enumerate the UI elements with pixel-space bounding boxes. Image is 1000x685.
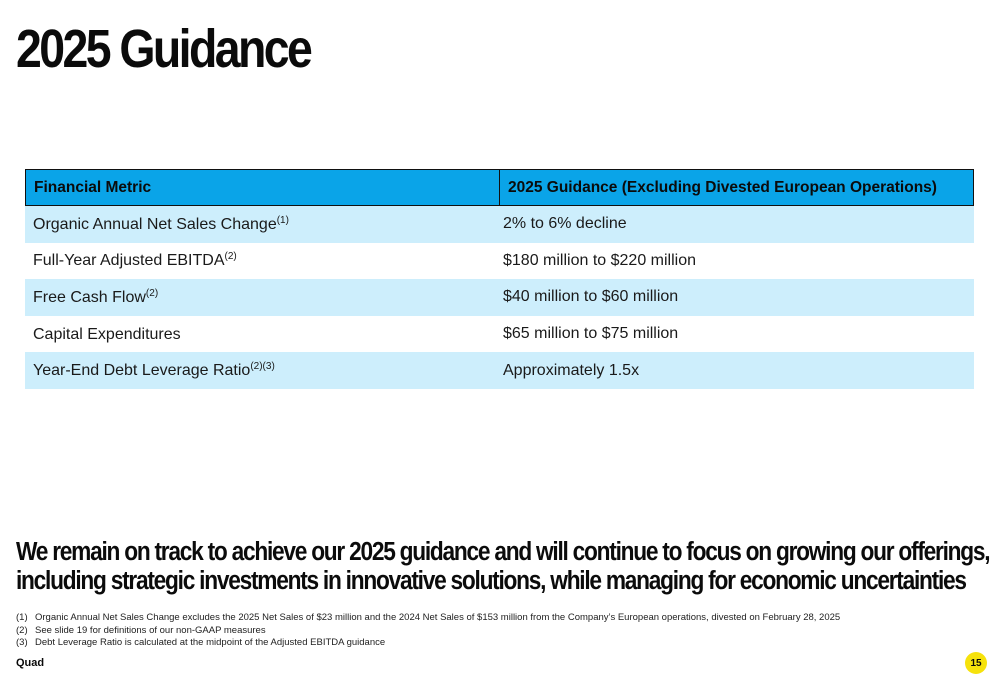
table-row: Free Cash Flow(2) $40 million to $60 mil… [25, 279, 974, 316]
table-row: Organic Annual Net Sales Change(1) 2% to… [25, 206, 974, 243]
header-financial-metric: Financial Metric [26, 170, 500, 205]
footnote-text: Organic Annual Net Sales Change excludes… [35, 612, 841, 623]
footnote: (2) See slide 19 for definitions of our n… [16, 625, 840, 638]
guidance-table: Financial Metric 2025 Guidance (Excludin… [25, 169, 974, 389]
metric-cell: Organic Annual Net Sales Change(1) [25, 215, 501, 234]
table-row: Year-End Debt Leverage Ratio(2)(3) Appro… [25, 352, 974, 389]
footnotes: (1) Organic Annual Net Sales Change exclu… [16, 612, 840, 650]
footnote-number: (3) [16, 637, 28, 648]
footnote: (1) Organic Annual Net Sales Change exclu… [16, 612, 840, 625]
page-title: 2025 Guidance [16, 19, 313, 79]
metric-label: Capital Expenditures [33, 325, 181, 343]
metric-label: Full-Year Adjusted EBITDA [33, 252, 225, 270]
guidance-value: 2% to 6% decline [503, 215, 627, 233]
guidance-value: $40 million to $60 million [503, 288, 679, 306]
key-message-line: including strategic investments in innov… [16, 567, 967, 595]
page-number-badge: 15 [965, 652, 987, 674]
table-row: Full-Year Adjusted EBITDA(2) $180 millio… [25, 243, 974, 280]
footnote-ref: (2) [145, 287, 159, 299]
brand-logo: Quad [16, 657, 45, 669]
metric-cell: Year-End Debt Leverage Ratio(2)(3) [25, 361, 501, 380]
key-message: We remain on track to achieve our 2025 g… [16, 538, 991, 596]
footnote-text: See slide 19 for definitions of our non-… [35, 624, 266, 636]
metric-label: Year-End Debt Leverage Ratio [33, 362, 251, 380]
footnote-text: Debt Leverage Ratio is calculated at the… [35, 637, 386, 648]
metric-cell: Capital Expenditures [25, 325, 501, 344]
guidance-value: $180 million to $220 million [503, 251, 696, 269]
footnote-number: (1) [16, 612, 28, 623]
footnote-number: (2) [16, 624, 28, 636]
footnote-ref: (1) [276, 214, 289, 226]
table-row: Capital Expenditures $65 million to $75 … [25, 316, 974, 353]
table-header: Financial Metric 2025 Guidance (Excludin… [25, 169, 974, 206]
footnote-ref: (2) [224, 251, 237, 263]
guidance-value: Approximately 1.5x [503, 361, 640, 379]
key-message-line: We remain on track to achieve our 2025 g… [16, 538, 991, 566]
metric-cell: Free Cash Flow(2) [25, 288, 501, 307]
footnote-ref: (2)(3) [250, 361, 275, 373]
footnote: (3) Debt Leverage Ratio is calculated at … [16, 637, 840, 650]
metric-label: Organic Annual Net Sales Change [33, 215, 277, 233]
header-2025-guidance: 2025 Guidance (Excluding Divested Europe… [508, 178, 937, 196]
guidance-value: $65 million to $75 million [503, 325, 679, 343]
metric-cell: Full-Year Adjusted EBITDA(2) [25, 251, 501, 270]
metric-label: Free Cash Flow [33, 288, 146, 306]
